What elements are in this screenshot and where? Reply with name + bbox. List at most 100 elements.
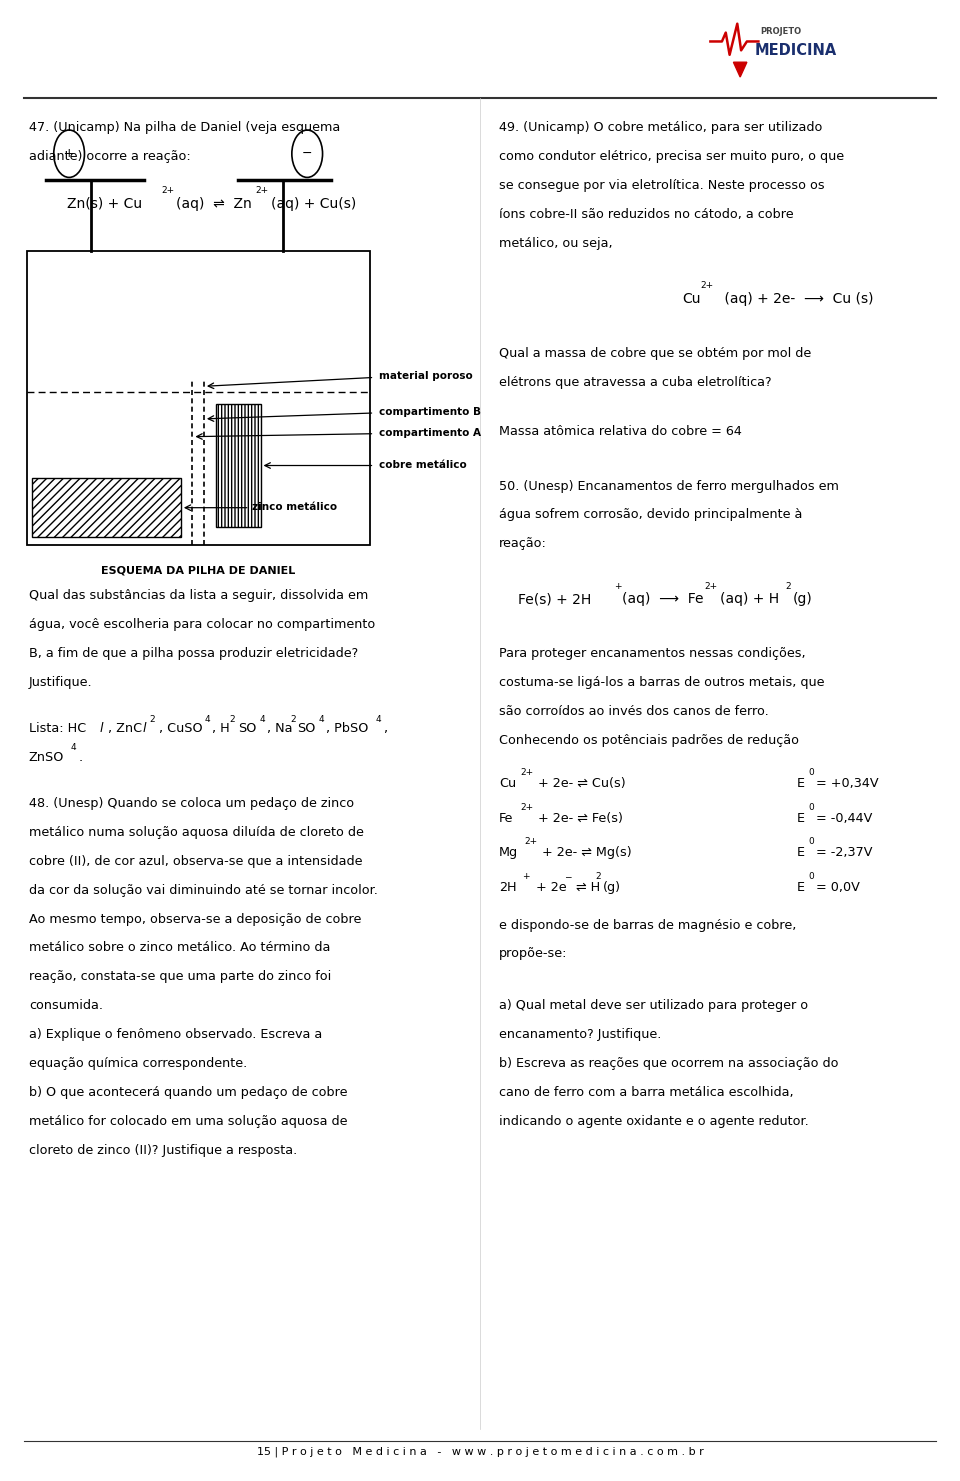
- Text: equação química correspondente.: equação química correspondente.: [29, 1057, 247, 1069]
- Text: ⇌ H: ⇌ H: [572, 881, 600, 895]
- Text: (g): (g): [603, 881, 621, 895]
- Text: 0: 0: [808, 769, 814, 778]
- Text: são corroídos ao invés dos canos de ferro.: são corroídos ao invés dos canos de ferr…: [499, 705, 769, 718]
- Text: 2+: 2+: [520, 769, 534, 778]
- Text: b) Escreva as reações que ocorrem na associação do: b) Escreva as reações que ocorrem na ass…: [499, 1057, 839, 1071]
- Text: consumida.: consumida.: [29, 1000, 103, 1012]
- Text: 2+: 2+: [520, 803, 534, 812]
- Text: cano de ferro com a barra metálica escolhida,: cano de ferro com a barra metálica escol…: [499, 1086, 794, 1099]
- Text: SO: SO: [238, 721, 256, 735]
- Text: b) O que acontecerá quando um pedaço de cobre: b) O que acontecerá quando um pedaço de …: [29, 1086, 348, 1099]
- Text: 2: 2: [595, 872, 601, 881]
- Text: propõe-se:: propõe-se:: [499, 948, 567, 960]
- Text: metálico numa solução aquosa diluída de cloreto de: metálico numa solução aquosa diluída de …: [29, 826, 364, 838]
- Text: Ao mesmo tempo, observa-se a deposição de cobre: Ao mesmo tempo, observa-se a deposição d…: [29, 912, 361, 926]
- Text: (aq)  ⟶  Fe: (aq) ⟶ Fe: [622, 592, 704, 606]
- Text: (aq)  ⇌  Zn: (aq) ⇌ Zn: [176, 197, 252, 210]
- Text: 47. (Unicamp) Na pilha de Daniel (veja esquema: 47. (Unicamp) Na pilha de Daniel (veja e…: [29, 121, 340, 135]
- Text: E: E: [797, 778, 804, 789]
- Text: + 2e- ⇌ Fe(s): + 2e- ⇌ Fe(s): [534, 812, 623, 825]
- Text: Qual a massa de cobre que se obtém por mol de: Qual a massa de cobre que se obtém por m…: [499, 347, 811, 360]
- Text: + 2e- ⇌ Cu(s): + 2e- ⇌ Cu(s): [534, 778, 625, 789]
- Text: 48. (Unesp) Quando se coloca um pedaço de zinco: 48. (Unesp) Quando se coloca um pedaço d…: [29, 797, 354, 810]
- Text: a) Qual metal deve ser utilizado para proteger o: a) Qual metal deve ser utilizado para pr…: [499, 1000, 808, 1013]
- Text: costuma-se ligá-los a barras de outros metais, que: costuma-se ligá-los a barras de outros m…: [499, 675, 825, 689]
- Text: material poroso: material poroso: [379, 372, 473, 382]
- Text: + 2e- ⇌ Mg(s): + 2e- ⇌ Mg(s): [538, 846, 632, 859]
- Text: e dispondo-se de barras de magnésio e cobre,: e dispondo-se de barras de magnésio e co…: [499, 918, 797, 932]
- Text: 0: 0: [808, 872, 814, 881]
- Text: cobre metálico: cobre metálico: [379, 459, 467, 469]
- Text: 2+: 2+: [255, 187, 269, 195]
- Text: = -2,37V: = -2,37V: [816, 846, 873, 859]
- Bar: [27, 252, 370, 545]
- Text: = -0,44V: = -0,44V: [816, 812, 873, 825]
- Text: Qual das substâncias da lista a seguir, dissolvida em: Qual das substâncias da lista a seguir, …: [29, 589, 368, 603]
- Text: Fe: Fe: [499, 812, 514, 825]
- Text: l: l: [100, 721, 104, 735]
- Polygon shape: [733, 62, 747, 77]
- Text: Mg: Mg: [499, 846, 518, 859]
- Text: (aq) + 2e-  ⟶  Cu (s): (aq) + 2e- ⟶ Cu (s): [720, 292, 874, 307]
- Text: reação:: reação:: [499, 538, 547, 551]
- Text: 2+: 2+: [524, 837, 538, 847]
- Text: metálico for colocado em uma solução aquosa de: metálico for colocado em uma solução aqu…: [29, 1115, 348, 1127]
- Text: ZnSO: ZnSO: [29, 751, 64, 764]
- Text: Zn(s) + Cu: Zn(s) + Cu: [67, 197, 142, 210]
- Text: B, a fim de que a pilha possa produzir eletricidade?: B, a fim de que a pilha possa produzir e…: [29, 647, 358, 661]
- Text: 4: 4: [259, 714, 265, 724]
- Text: 49. (Unicamp) O cobre metálico, para ser utilizado: 49. (Unicamp) O cobre metálico, para ser…: [499, 121, 823, 135]
- Text: Fe(s) + 2H: Fe(s) + 2H: [518, 592, 591, 606]
- Text: SO: SO: [298, 721, 316, 735]
- Text: 4: 4: [319, 714, 324, 724]
- Text: 2+: 2+: [161, 187, 175, 195]
- Text: Massa atômica relativa do cobre = 64: Massa atômica relativa do cobre = 64: [499, 425, 742, 438]
- Text: 2: 2: [785, 582, 791, 591]
- Text: Cu: Cu: [499, 778, 516, 789]
- Text: 50. (Unesp) Encanamentos de ferro mergulhados em: 50. (Unesp) Encanamentos de ferro mergul…: [499, 480, 839, 493]
- Text: l: l: [142, 721, 146, 735]
- Text: E: E: [797, 846, 804, 859]
- Text: como condutor elétrico, precisa ser muito puro, o que: como condutor elétrico, precisa ser muit…: [499, 150, 845, 163]
- Text: (aq) + Cu(s): (aq) + Cu(s): [271, 197, 356, 210]
- Bar: [215, 404, 260, 527]
- Text: 4: 4: [71, 743, 77, 752]
- Text: íons cobre-II são reduzidos no cátodo, a cobre: íons cobre-II são reduzidos no cátodo, a…: [499, 207, 794, 221]
- Text: metálico sobre o zinco metálico. Ao término da: metálico sobre o zinco metálico. Ao térm…: [29, 942, 330, 954]
- Text: reação, constata-se que uma parte do zinco foi: reação, constata-se que uma parte do zin…: [29, 970, 331, 983]
- Text: , ZnC: , ZnC: [108, 721, 142, 735]
- Text: 2: 2: [290, 714, 296, 724]
- Text: Lista: HC: Lista: HC: [29, 721, 86, 735]
- Text: = 0,0V: = 0,0V: [816, 881, 860, 895]
- Text: E: E: [797, 812, 804, 825]
- Text: compartimento B: compartimento B: [379, 407, 481, 418]
- Text: .: .: [79, 751, 83, 764]
- Text: adiante) ocorre a reação:: adiante) ocorre a reação:: [29, 150, 190, 163]
- Text: 2H: 2H: [499, 881, 516, 895]
- Text: metálico, ou seja,: metálico, ou seja,: [499, 237, 612, 250]
- Text: água sofrem corrosão, devido principalmente à: água sofrem corrosão, devido principalme…: [499, 508, 803, 521]
- Text: −: −: [302, 147, 312, 160]
- Text: Justifique.: Justifique.: [29, 675, 92, 689]
- Text: 2: 2: [150, 714, 156, 724]
- Text: 2+: 2+: [705, 582, 718, 591]
- Text: 15 | P r o j e t o   M e d i c i n a   -   w w w . p r o j e t o m e d i c i n a: 15 | P r o j e t o M e d i c i n a - w w…: [256, 1447, 704, 1457]
- Text: (g): (g): [793, 592, 813, 606]
- Text: Para proteger encanamentos nessas condições,: Para proteger encanamentos nessas condiç…: [499, 647, 805, 661]
- Text: +: +: [614, 582, 622, 591]
- Text: encanamento? Justifique.: encanamento? Justifique.: [499, 1028, 661, 1041]
- Text: 4: 4: [375, 714, 381, 724]
- Text: cloreto de zinco (II)? Justifique a resposta.: cloreto de zinco (II)? Justifique a resp…: [29, 1143, 297, 1157]
- Text: da cor da solução vai diminuindo até se tornar incolor.: da cor da solução vai diminuindo até se …: [29, 884, 377, 896]
- Bar: [32, 478, 180, 538]
- Text: 0: 0: [808, 803, 814, 812]
- Text: , PbSO: , PbSO: [326, 721, 369, 735]
- Text: Conhecendo os potênciais padrões de redução: Conhecendo os potênciais padrões de redu…: [499, 733, 799, 746]
- Text: MEDICINA: MEDICINA: [755, 43, 837, 58]
- Text: Cu: Cu: [683, 292, 701, 307]
- Text: elétrons que atravessa a cuba eletrolítica?: elétrons que atravessa a cuba eletrolíti…: [499, 376, 772, 388]
- Text: compartimento A: compartimento A: [379, 428, 481, 438]
- Text: se consegue por via eletrolítica. Neste processo os: se consegue por via eletrolítica. Neste …: [499, 179, 825, 193]
- Text: 2+: 2+: [701, 281, 714, 290]
- Text: , CuSO: , CuSO: [159, 721, 203, 735]
